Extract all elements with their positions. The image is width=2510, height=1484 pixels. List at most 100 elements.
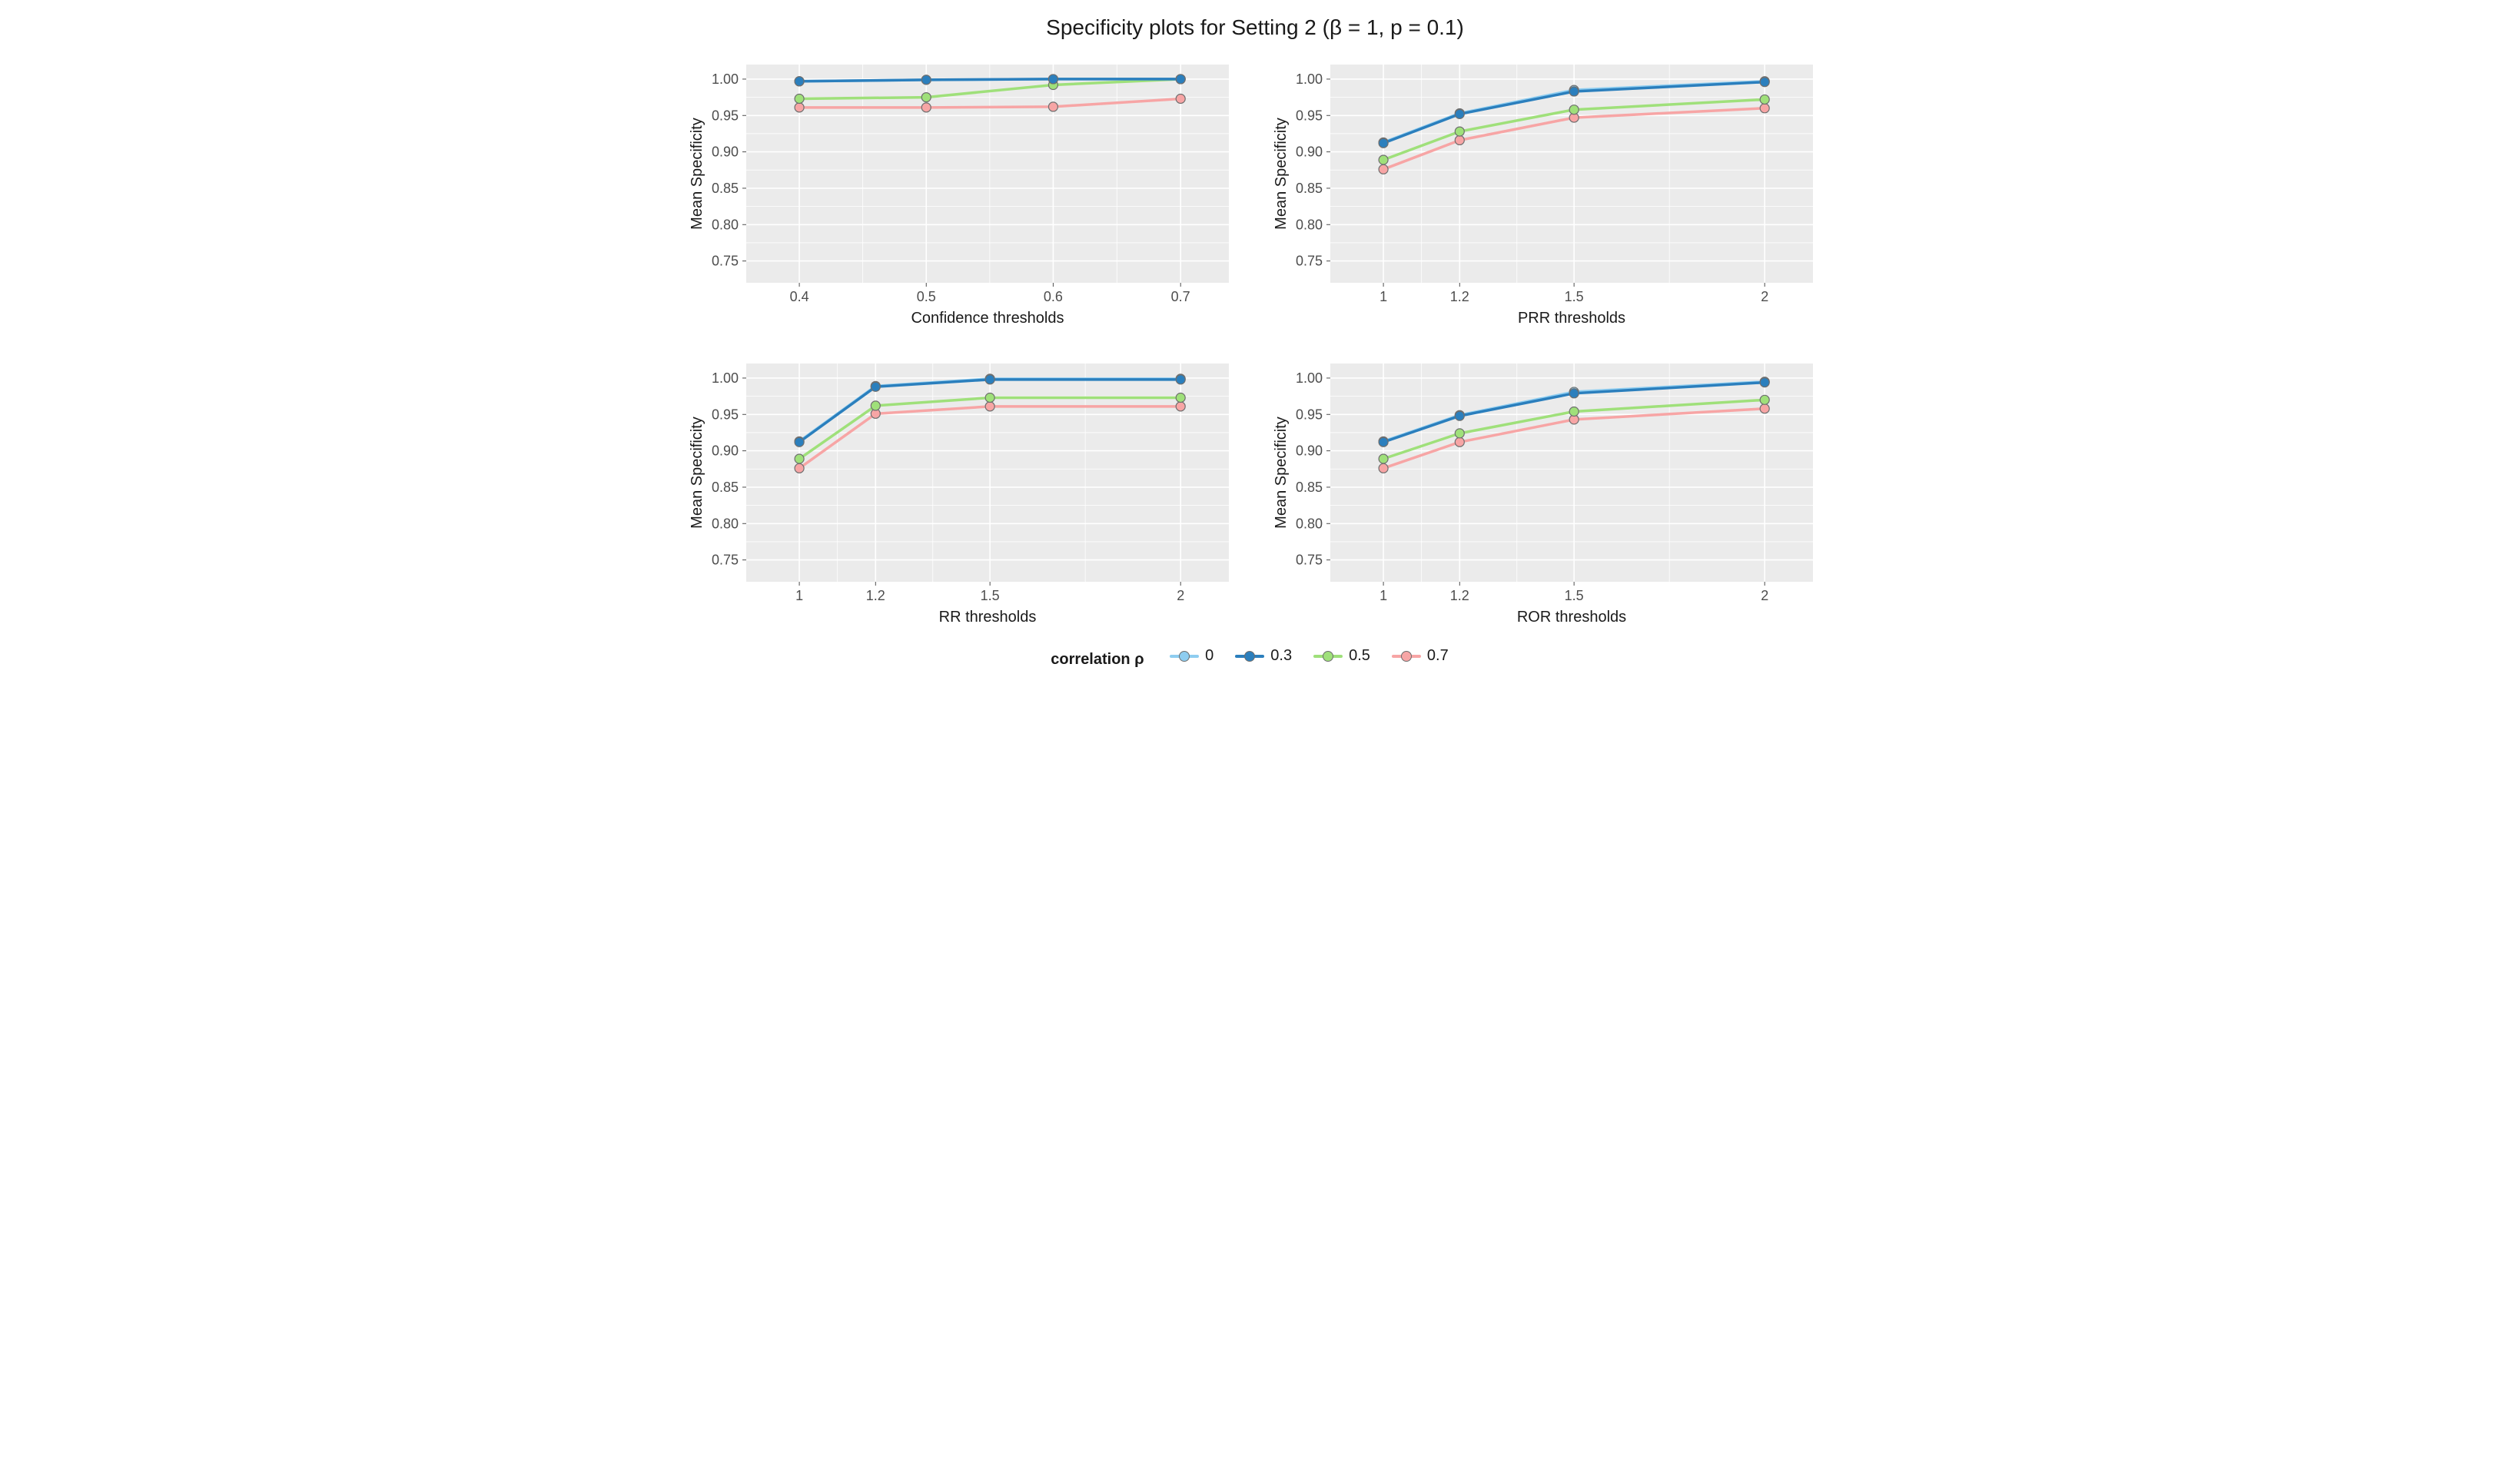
y-tick-label: 0.90 xyxy=(1296,144,1323,160)
x-tick-label: 2 xyxy=(1761,588,1768,603)
legend-item: 0.7 xyxy=(1392,647,1449,665)
series-marker xyxy=(795,463,804,473)
x-tick-label: 0.6 xyxy=(1044,289,1063,304)
series-marker xyxy=(1176,94,1185,103)
series-marker xyxy=(1760,104,1769,113)
x-tick-label: 1 xyxy=(1380,588,1387,603)
series-marker xyxy=(1048,102,1057,111)
y-tick-label: 0.85 xyxy=(712,480,739,495)
x-tick-label: 2 xyxy=(1177,588,1184,603)
y-tick-label: 0.80 xyxy=(712,516,739,531)
series-marker xyxy=(1176,375,1185,384)
series-marker xyxy=(1760,404,1769,413)
series-marker xyxy=(985,402,994,411)
y-tick-label: 0.75 xyxy=(712,553,739,568)
series-marker xyxy=(985,393,994,402)
x-tick-label: 1.5 xyxy=(1565,588,1584,603)
series-marker xyxy=(1455,437,1464,447)
x-axis-title: ROR thresholds xyxy=(1517,609,1626,626)
y-axis-title: Mean Specificity xyxy=(689,417,706,529)
series-marker xyxy=(1455,109,1464,118)
y-tick-label: 1.00 xyxy=(1296,370,1323,386)
x-axis-title: PRR thresholds xyxy=(1518,310,1625,327)
panel-prr: 0.750.800.850.900.951.0011.21.52Mean Spe… xyxy=(1270,54,1824,334)
series-marker xyxy=(1048,75,1057,84)
legend-item: 0.3 xyxy=(1235,647,1292,665)
x-tick-label: 1.5 xyxy=(981,588,1000,603)
series-marker xyxy=(1455,135,1464,144)
series-marker xyxy=(1379,164,1388,174)
x-tick-label: 2 xyxy=(1761,289,1768,304)
legend-item-label: 0.3 xyxy=(1270,647,1292,665)
y-tick-label: 0.95 xyxy=(712,108,739,123)
panel-ror: 0.750.800.850.900.951.0011.21.52Mean Spe… xyxy=(1270,353,1824,633)
series-marker xyxy=(795,437,804,447)
y-tick-label: 0.95 xyxy=(1296,108,1323,123)
series-marker xyxy=(1379,437,1388,447)
series-marker xyxy=(985,375,994,384)
series-marker xyxy=(921,75,931,85)
y-axis-title: Mean Specificity xyxy=(1273,417,1290,529)
figure-title: Specificity plots for Setting 2 (β = 1, … xyxy=(686,15,1824,40)
series-marker xyxy=(1176,402,1185,411)
y-tick-label: 0.90 xyxy=(712,144,739,160)
panel-svg-ror: 0.750.800.850.900.951.0011.21.52Mean Spe… xyxy=(1270,353,1824,629)
y-axis-title: Mean Specificity xyxy=(1273,118,1290,230)
y-tick-label: 0.90 xyxy=(1296,443,1323,459)
x-axis-title: Confidence thresholds xyxy=(911,310,1064,327)
series-marker xyxy=(795,454,804,463)
series-marker xyxy=(1569,87,1579,96)
y-tick-label: 0.95 xyxy=(712,407,739,422)
x-tick-label: 1 xyxy=(1380,289,1387,304)
legend-swatch xyxy=(1392,649,1421,664)
series-marker xyxy=(1760,378,1769,387)
series-marker xyxy=(795,77,804,86)
figure: Specificity plots for Setting 2 (β = 1, … xyxy=(686,15,1824,669)
y-tick-label: 0.85 xyxy=(1296,480,1323,495)
x-axis-title: RR thresholds xyxy=(939,609,1037,626)
x-tick-label: 1.2 xyxy=(866,588,885,603)
x-tick-label: 1 xyxy=(795,588,803,603)
series-marker xyxy=(1379,155,1388,164)
legend-item-label: 0 xyxy=(1205,647,1213,665)
series-marker xyxy=(1760,95,1769,104)
x-tick-label: 0.4 xyxy=(790,289,809,304)
y-axis-title: Mean Specificity xyxy=(689,118,706,230)
panel-svg-prr: 0.750.800.850.900.951.0011.21.52Mean Spe… xyxy=(1270,54,1824,330)
x-tick-label: 1.2 xyxy=(1450,289,1469,304)
y-tick-label: 0.75 xyxy=(1296,254,1323,269)
x-tick-label: 1.2 xyxy=(1450,588,1469,603)
legend-item-label: 0.7 xyxy=(1427,647,1449,665)
y-tick-label: 0.95 xyxy=(1296,407,1323,422)
panel-rr: 0.750.800.850.900.951.0011.21.52Mean Spe… xyxy=(686,353,1240,633)
series-marker xyxy=(795,94,804,103)
y-tick-label: 0.80 xyxy=(712,217,739,232)
series-marker xyxy=(1455,127,1464,136)
series-marker xyxy=(795,103,804,112)
series-marker xyxy=(871,401,880,410)
y-tick-label: 0.75 xyxy=(712,254,739,269)
series-marker xyxy=(1569,407,1579,416)
y-tick-label: 0.85 xyxy=(1296,181,1323,196)
series-marker xyxy=(921,103,931,112)
series-marker xyxy=(1760,78,1769,87)
panel-confidence: 0.750.800.850.900.951.000.40.50.60.7Mean… xyxy=(686,54,1240,334)
y-tick-label: 1.00 xyxy=(1296,71,1323,87)
series-marker xyxy=(871,382,880,391)
y-tick-label: 0.85 xyxy=(712,181,739,196)
legend-title: correlation ρ xyxy=(1051,651,1144,668)
series-marker xyxy=(1760,395,1769,404)
y-tick-label: 0.80 xyxy=(1296,217,1323,232)
panel-grid: 0.750.800.850.900.951.000.40.50.60.7Mean… xyxy=(686,54,1824,633)
series-marker xyxy=(921,93,931,102)
legend-item: 0.5 xyxy=(1313,647,1370,665)
y-tick-label: 0.75 xyxy=(1296,553,1323,568)
legend-swatch xyxy=(1235,649,1264,664)
y-tick-label: 1.00 xyxy=(712,370,739,386)
legend: correlation ρ 0 0.3 0.5 0.7 xyxy=(686,647,1824,669)
y-tick-label: 1.00 xyxy=(712,71,739,87)
series-marker xyxy=(1455,429,1464,438)
series-marker xyxy=(1379,463,1388,473)
x-tick-label: 0.5 xyxy=(917,289,936,304)
legend-swatch xyxy=(1170,649,1199,664)
